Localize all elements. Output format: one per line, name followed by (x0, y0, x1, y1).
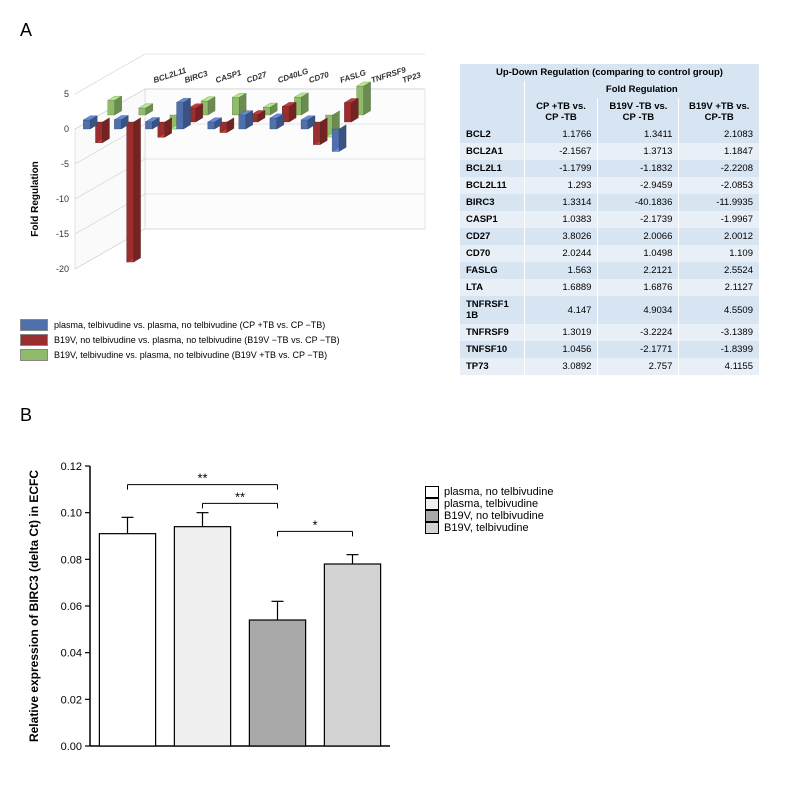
table-row: TP733.08922.7574.1155 (460, 358, 760, 375)
svg-text:**: ** (197, 471, 207, 486)
svg-text:Fold Regulation: Fold Regulation (30, 161, 41, 237)
col-head: B19V +TB vs. CP-TB (679, 98, 760, 126)
table-row: BIRC31.3314-40.1836-11.9935 (460, 194, 760, 211)
table-row: BCL21.17661.34112.1083 (460, 126, 760, 143)
svg-text:0.10: 0.10 (61, 508, 82, 520)
svg-text:0.04: 0.04 (61, 648, 82, 660)
legend-swatch (20, 319, 48, 331)
svg-text:BCL2L11: BCL2L11 (152, 66, 188, 85)
svg-text:-20: -20 (56, 264, 69, 274)
legend-text: B19V, telbivudine (444, 522, 529, 534)
legend-text: plasma, telbivudine vs. plasma, no telbi… (54, 320, 325, 330)
svg-text:BIRC3: BIRC3 (183, 69, 209, 85)
legend-swatch (425, 486, 439, 498)
svg-text:*: * (312, 517, 317, 532)
legend-text: B19V, no telbivudine (444, 510, 544, 522)
legend-row: B19V, telbivudine (425, 522, 553, 534)
svg-text:0.00: 0.00 (61, 741, 82, 753)
table-row: BCL2L111.293-2.9459-2.0853 (460, 177, 760, 194)
panel-b-legend: plasma, no telbivudineplasma, telbivudin… (425, 486, 553, 534)
fold-table-container: Up-Down Regulation (comparing to control… (460, 49, 760, 375)
svg-text:CD40LG: CD40LG (277, 67, 310, 85)
table-row: FASLG1.5632.21212.5524 (460, 262, 760, 279)
legend-row: B19V, telbivudine vs. plasma, no telbivu… (20, 349, 440, 361)
table-row: BCL2L1-1.1799-1.1832-2.2208 (460, 160, 760, 177)
col-head: CP +TB vs. CP -TB (524, 98, 598, 126)
panel-a-legend: plasma, telbivudine vs. plasma, no telbi… (20, 319, 440, 361)
svg-text:Relative expression of BIRC3 (: Relative expression of BIRC3 (delta Ct) … (27, 470, 41, 742)
svg-text:0: 0 (64, 124, 69, 134)
table-row: CD702.02441.04981.109 (460, 245, 760, 262)
legend-swatch (425, 498, 439, 510)
svg-text:**: ** (235, 489, 245, 504)
legend-text: plasma, no telbivudine (444, 486, 553, 498)
legend-row: plasma, no telbivudine (425, 486, 553, 498)
birc3-bar-chart: 0.00 0.02 0.04 0.06 0.08 0.10 0.12 Relative exp… (20, 446, 400, 766)
svg-text:0.06: 0.06 (61, 601, 82, 613)
legend-row: B19V, no telbivudine (425, 510, 553, 522)
svg-text:CD70: CD70 (308, 70, 331, 85)
legend-swatch (20, 349, 48, 361)
legend-swatch (425, 522, 439, 534)
legend-row: B19V, no telbivudine vs. plasma, no telb… (20, 334, 440, 346)
svg-text:CD27: CD27 (246, 70, 269, 85)
fold-regulation-3d-chart: 5 0 -5 -10 -15 -20 Fold Regulation BCL2L11BIRC3… (20, 49, 440, 309)
col-head (460, 98, 524, 126)
fold-regulation-table: Up-Down Regulation (comparing to control… (460, 64, 760, 375)
table-row: TNFRSF91.3019-3.2224-3.1389 (460, 324, 760, 341)
svg-text:0.08: 0.08 (61, 554, 82, 566)
svg-text:-10: -10 (56, 194, 69, 204)
legend-text: B19V, telbivudine vs. plasma, no telbivu… (54, 350, 327, 360)
panel-b-label: B (20, 405, 774, 426)
legend-row: plasma, telbivudine vs. plasma, no telbi… (20, 319, 440, 331)
table-row: TNFRSF1 1B4.1474.90344.5509 (460, 296, 760, 324)
legend-swatch (20, 334, 48, 346)
col-head: B19V -TB vs. CP -TB (598, 98, 679, 126)
legend-row: plasma, telbivudine (425, 498, 553, 510)
table-row: LTA1.68891.68762.1127 (460, 279, 760, 296)
table-row: CD273.80262.00662.0012 (460, 228, 760, 245)
svg-text:CASP1: CASP1 (214, 68, 243, 85)
panel-b: 0.00 0.02 0.04 0.06 0.08 0.10 0.12 Relative exp… (20, 446, 774, 766)
panel-a-chart-area: 5 0 -5 -10 -15 -20 Fold Regulation BCL2L11BIRC3… (20, 49, 440, 375)
panel-a: 50-5-10-15-20Fold RegulationBCL2L11BIRC3… (20, 49, 774, 375)
svg-text:0.02: 0.02 (61, 694, 82, 706)
svg-text:-15: -15 (56, 229, 69, 239)
svg-text:5: 5 (64, 89, 69, 99)
svg-text:-5: -5 (61, 159, 69, 169)
table-header-1: Up-Down Regulation (comparing to control… (460, 64, 760, 81)
table-row: BCL2A1-2.15671.37131.1847 (460, 143, 760, 160)
legend-text: B19V, no telbivudine vs. plasma, no telb… (54, 335, 340, 345)
panel-a-label: A (20, 20, 774, 41)
table-row: CASP11.0383-2.1739-1.9967 (460, 211, 760, 228)
table-header-2: Fold Regulation (524, 81, 759, 98)
svg-text:0.12: 0.12 (61, 461, 82, 473)
legend-text: plasma, telbivudine (444, 498, 538, 510)
legend-swatch (425, 510, 439, 522)
table-row: TNFSF101.0456-2.1771-1.8399 (460, 341, 760, 358)
